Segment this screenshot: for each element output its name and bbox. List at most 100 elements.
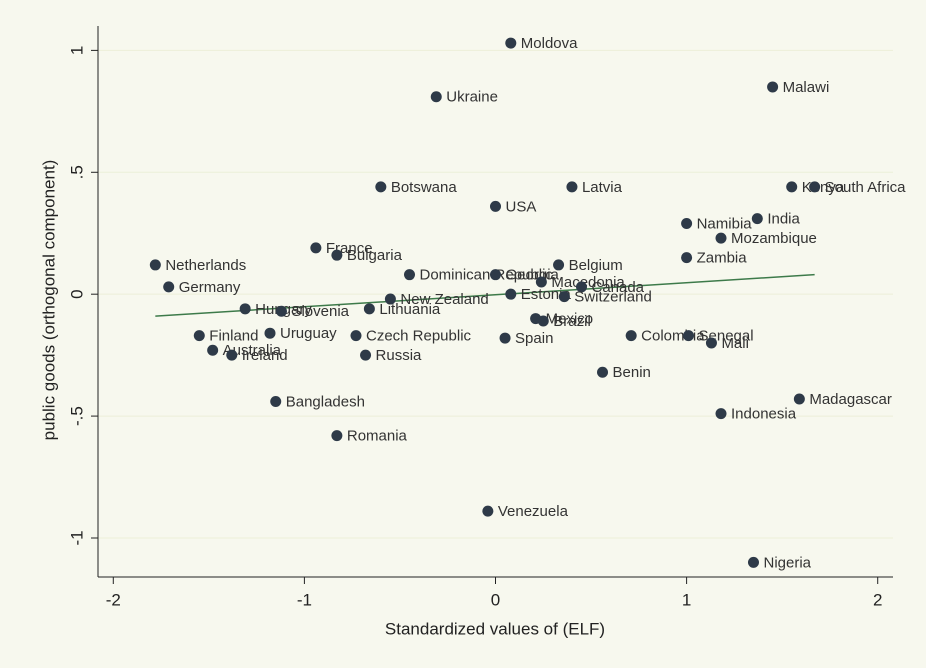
point [705,337,717,349]
point [566,181,578,193]
point-label: Dominican Republic [420,267,554,284]
point-label: Romania [347,428,408,445]
point-label: Bangladesh [286,393,365,410]
point-label: Zambia [697,250,748,267]
x-tick-label: 2 [873,590,882,609]
point-label: Moldova [521,35,578,52]
point-label: Benin [613,364,651,381]
point [270,395,282,407]
point-label: India [767,211,800,228]
point-label: Germany [179,279,241,296]
point [193,330,205,342]
point [226,349,238,361]
point [350,330,362,342]
point-label: Colombia [641,328,705,345]
point [490,269,501,281]
point [715,232,727,244]
point-label: Ireland [242,347,288,364]
point-label: Spain [515,330,553,347]
point [264,327,276,339]
point-label: Mali [721,335,749,352]
fit-line [155,273,815,317]
point-label: Australia [223,342,282,359]
point [363,303,375,315]
point-label: Canada [591,279,644,296]
point-label: Lithuania [379,301,441,318]
point [575,281,587,293]
x-axis-title: Standardized values of (ELF) [385,619,605,638]
point [683,330,695,342]
point-label: Madagascar [809,391,892,408]
point [715,408,727,420]
point [360,349,372,361]
y-axis-title: public goods (orthogonal component) [39,160,58,441]
point-label: Malawi [783,79,830,96]
point [404,269,416,281]
y-tick-label: 0 [67,289,86,298]
point [331,430,343,442]
point-label: Netherlands [165,257,246,274]
point [681,252,693,264]
point [786,181,798,193]
point [430,91,442,103]
point [505,37,517,49]
point [490,200,501,212]
point [558,291,570,303]
point-label: Belgium [569,257,623,274]
point [163,281,175,293]
y-tick-label: -1 [67,530,86,545]
point [553,259,565,271]
point [681,217,693,229]
point-label: South Africa [825,179,907,196]
point-label: Mozambique [731,230,817,247]
point [207,344,219,356]
point [310,242,322,254]
point [767,81,779,93]
point-label: Macedonia [551,274,625,291]
y-tick-label: 1 [67,46,86,55]
x-tick-label: 1 [682,590,691,609]
point-label: Switzerland [574,289,652,306]
point [793,393,805,405]
x-tick-label: 0 [491,590,500,609]
point [597,366,609,378]
point [384,293,396,305]
point-label: Mexico [546,311,594,328]
x-tick-label: -1 [297,590,312,609]
point-label: USA [506,198,537,215]
point [537,315,549,327]
x-tick-label: -2 [106,590,121,609]
point-label: Brazil [553,313,591,330]
point-label: Botswana [391,179,458,196]
point-label: Uruguay [280,325,337,342]
point [809,181,821,193]
point [535,276,547,288]
point [482,505,494,517]
y-tick-label: .5 [67,165,86,179]
point [275,305,287,317]
point-label: Russia [376,347,423,364]
point-label: Bulgaria [347,247,403,264]
point [149,259,161,271]
point [239,303,251,315]
point-label: Latvia [582,179,623,196]
point-label: Estonia [521,286,572,303]
point-label: Slovenia [291,303,349,320]
y-tick-label: -.5 [67,406,86,426]
point [375,181,387,193]
point [625,330,637,342]
point-label: Namibia [697,215,753,232]
point-label: Ukraine [446,89,498,106]
point-label: Czech Republic [366,328,472,345]
point-label: Finland [209,328,258,345]
point [499,332,511,344]
point [331,249,343,261]
point-label: New Zealand [400,291,488,308]
point-label: Venezuela [498,503,569,520]
point-label: Indonesia [731,406,797,423]
point [747,556,759,568]
point [505,288,517,300]
point [751,213,763,225]
point-label: Nigeria [763,554,811,571]
